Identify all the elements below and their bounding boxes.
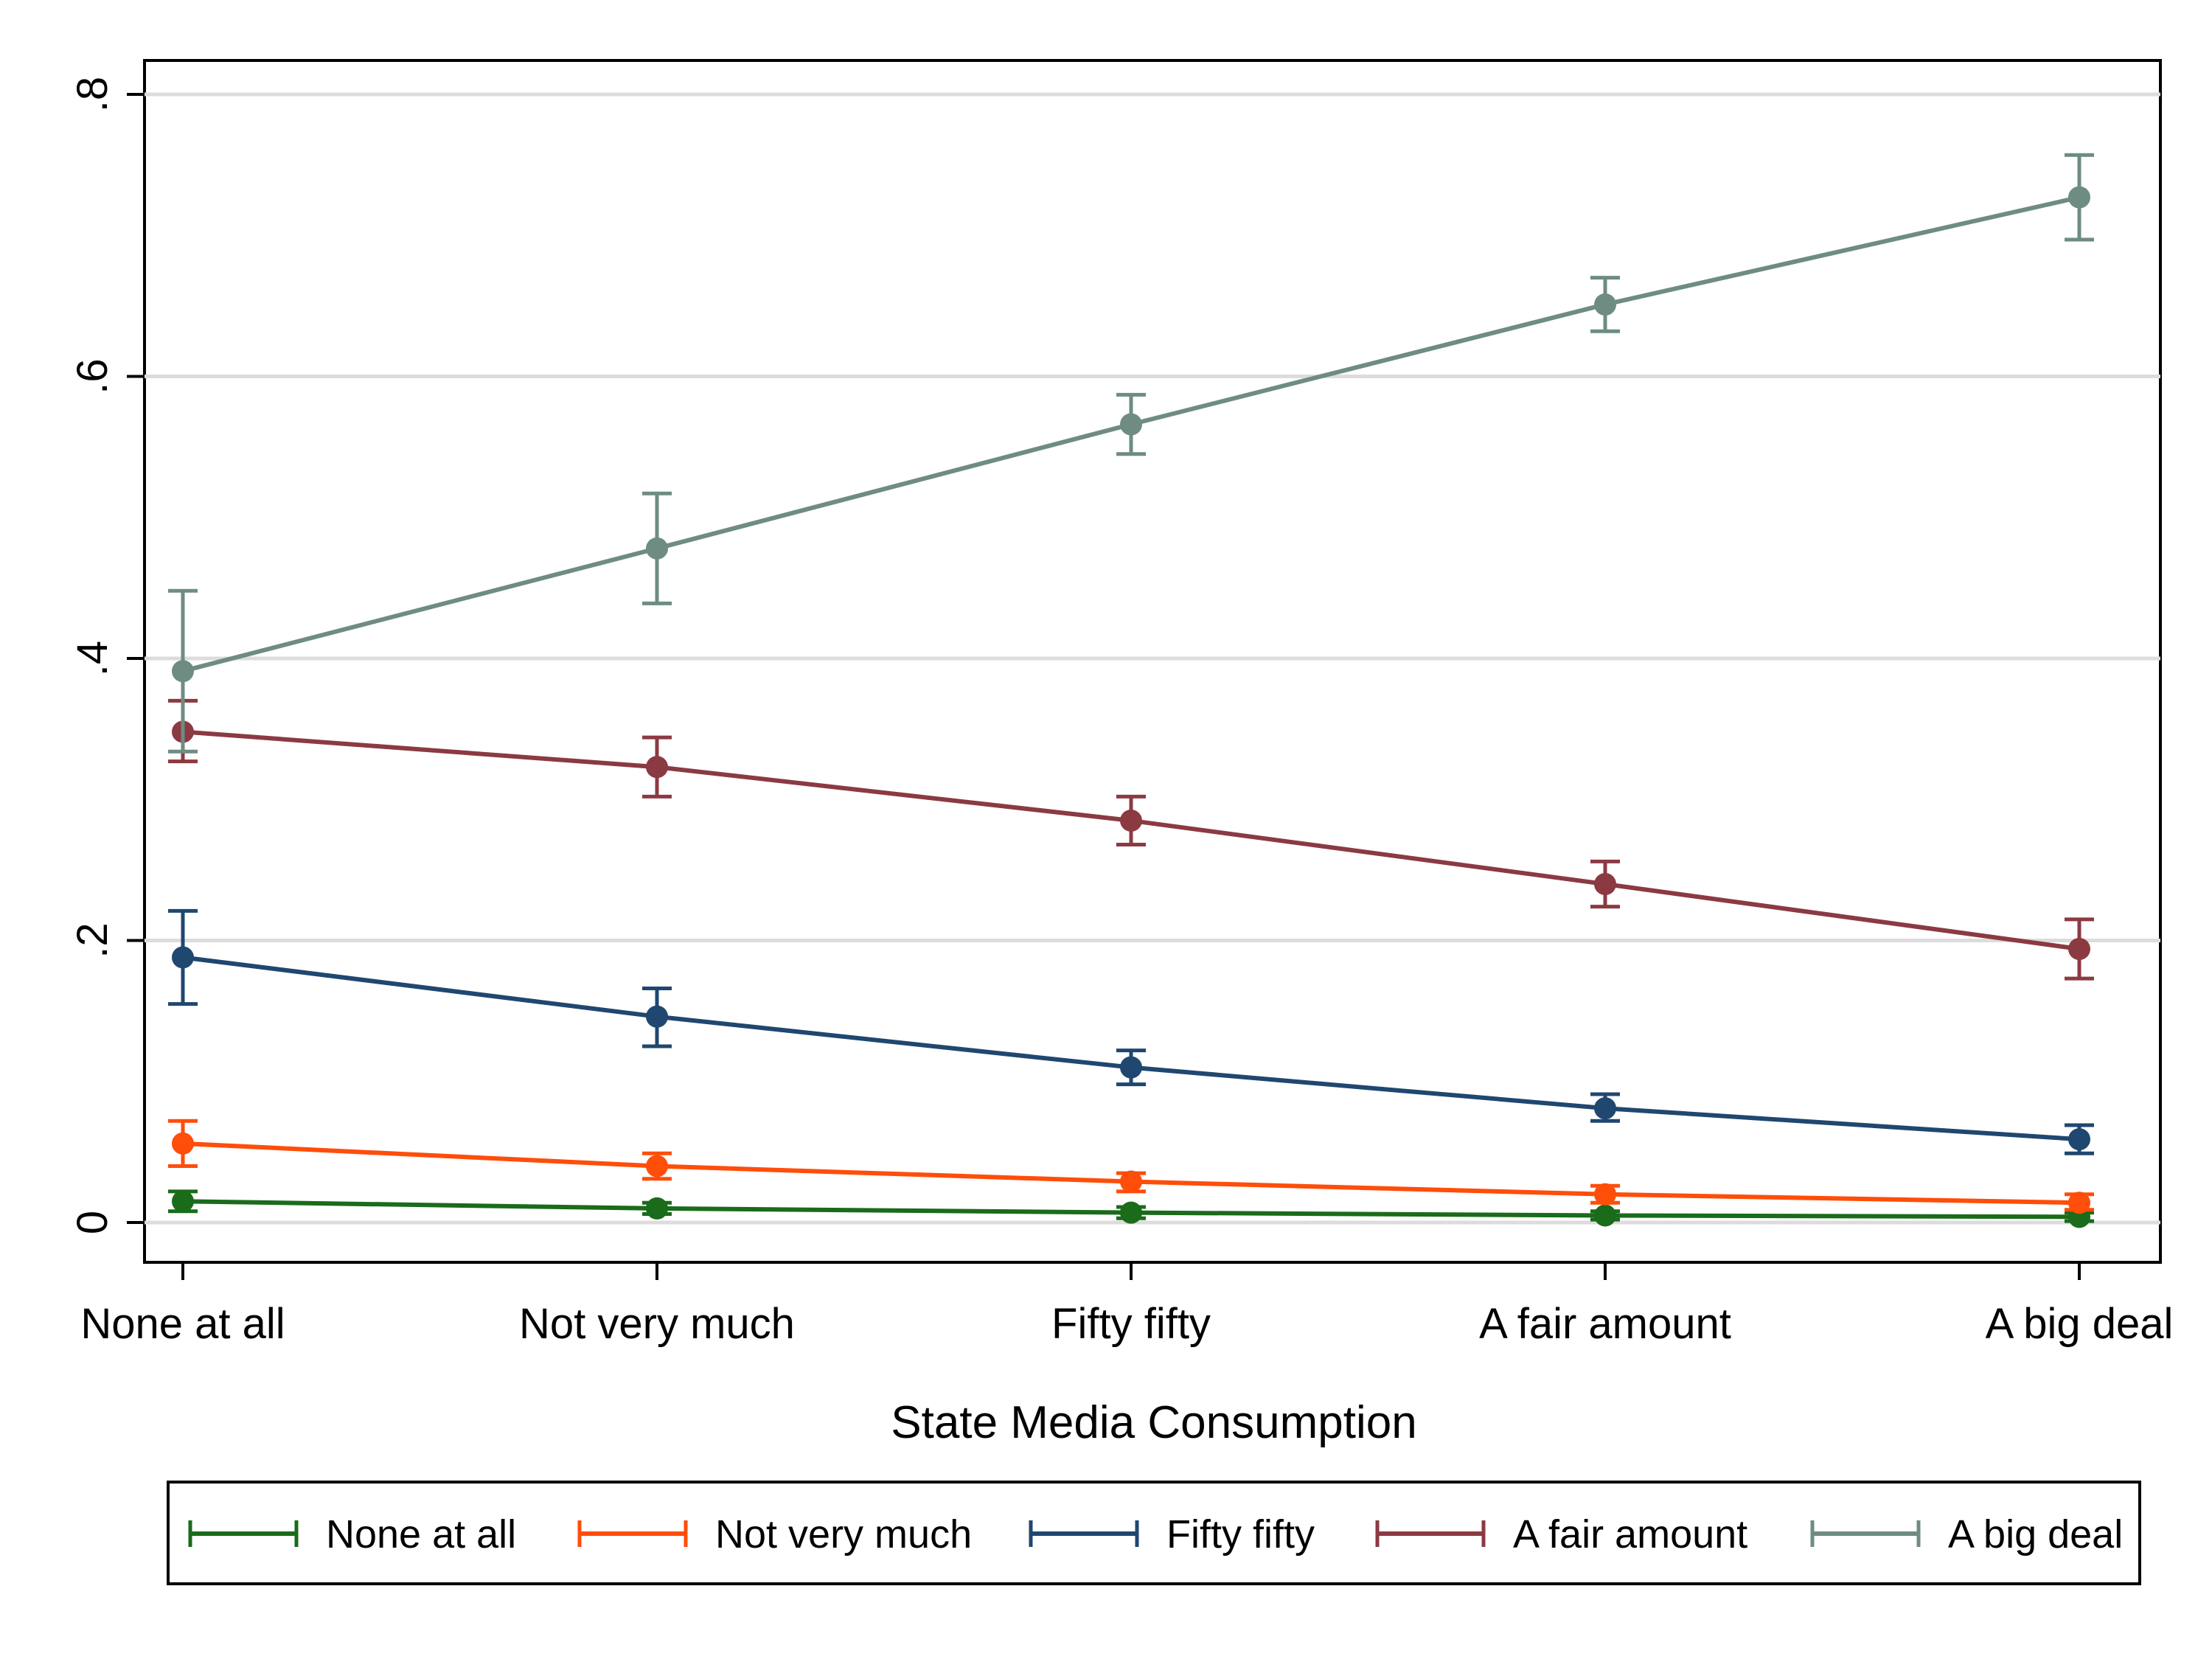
series-2 [168,908,2094,1155]
legend: None at all Not very much Fifty fifty A fai… [188,1512,2123,1557]
data-point [172,1132,194,1155]
legend-entry: None at all [188,1512,516,1557]
data-point [1594,1183,1616,1206]
data-point [1120,1201,1142,1224]
series-layer [168,153,2094,1228]
legend-label: Fifty fifty [1166,1512,1315,1557]
legend-entry: Fifty fifty [1029,1512,1315,1557]
series-4 [168,153,2094,754]
data-point [1594,873,1616,895]
data-point [172,660,194,683]
y-tick-label: .8 [69,77,116,112]
x-tick-label: Not very much [519,1300,795,1348]
data-point [1120,1170,1142,1193]
x-tick-label: Fifty fifty [1051,1300,1211,1348]
data-point [172,1190,194,1213]
x-tick-label: A big deal [1986,1300,2174,1348]
data-point [172,946,194,969]
data-point [1120,413,1142,436]
y-tick-label: 0 [69,1211,116,1234]
data-point [646,1155,668,1178]
data-point [2068,1128,2090,1151]
y-tick-label: .4 [69,641,116,676]
data-point [646,1005,668,1028]
data-point [2068,937,2090,960]
y-tick-label: .2 [69,922,116,958]
legend-label: None at all [326,1512,516,1557]
data-point [2068,1192,2090,1214]
data-point [1594,1097,1616,1120]
data-point [1120,809,1142,832]
data-point [646,537,668,560]
legend-entry: A fair amount [1375,1512,1747,1557]
data-point [646,756,668,779]
series-1 [168,1119,2094,1214]
data-point [646,1197,668,1220]
x-tick-label: A fair amount [1479,1300,1731,1348]
data-point [2068,186,2090,209]
x-axis-title: State Media Consumption [891,1397,1416,1448]
grid-layer [145,92,2160,1225]
data-point [1594,1204,1616,1227]
legend-entry: A big deal [1810,1512,2123,1557]
legend-label: A fair amount [1513,1512,1747,1557]
plot-frame [143,59,2162,1264]
x-tick-label: None at all [80,1300,285,1348]
data-point [1594,293,1616,316]
axis-layer: 0 .2 .4 .6 .8 None at all Not very much Fifty f… [69,77,2173,1348]
y-tick-label: .6 [69,358,116,394]
legend-entry: Not very much [577,1512,972,1557]
legend-label: Not very much [715,1512,972,1557]
legend-label: A big deal [1948,1512,2123,1557]
data-point [1120,1056,1142,1079]
